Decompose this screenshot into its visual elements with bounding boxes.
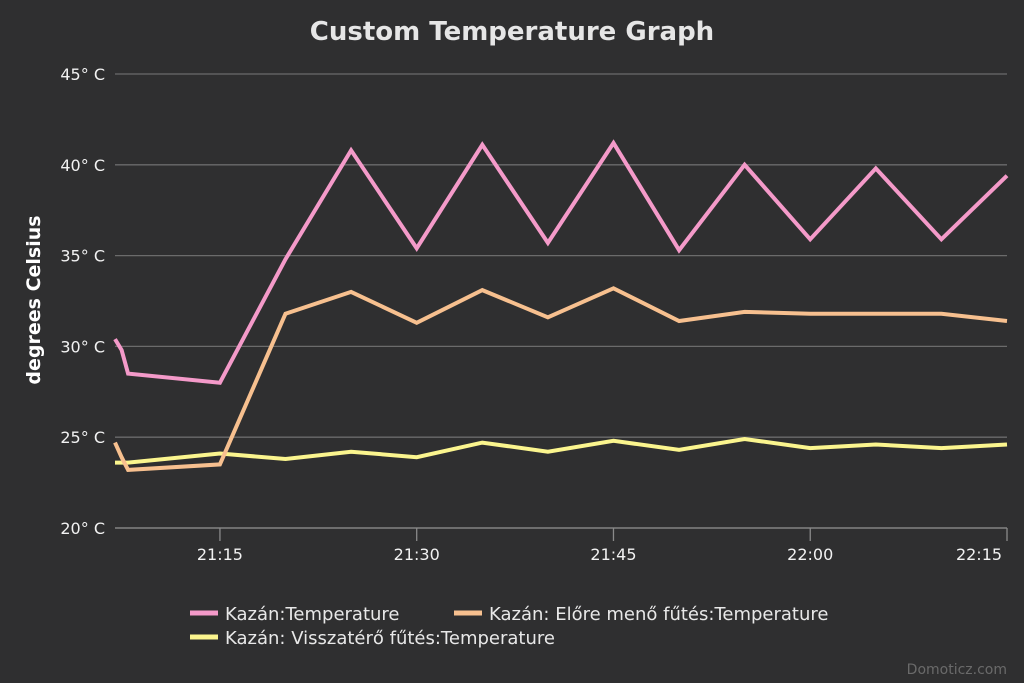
series-line[interactable] xyxy=(115,436,1008,465)
x-axis: 21:15 21:30 21:45 22:00 22:15 xyxy=(115,527,1008,564)
x-tick-label: 22:15 xyxy=(956,545,1002,564)
grid-lines xyxy=(115,73,1007,529)
x-tick-label: 22:00 xyxy=(787,545,833,564)
y-tick-label: 40° C xyxy=(60,156,105,175)
series-lines xyxy=(113,139,1009,472)
chart-title: Custom Temperature Graph xyxy=(310,17,714,47)
legend[interactable]: Kazán:Temperature Kazán: Előre menő fűtés… xyxy=(190,604,828,649)
legend-label: Kazán:Temperature xyxy=(225,604,400,625)
y-axis: 20° C 25° C 30° C 35° C 40° C 45° C xyxy=(60,65,105,538)
x-tick-label: 21:45 xyxy=(590,545,636,564)
legend-label: Kazán: Előre menő fűtés:Temperature xyxy=(489,604,828,625)
y-tick-label: 30° C xyxy=(60,337,105,356)
y-tick-label: 20° C xyxy=(60,519,105,538)
y-tick-label: 45° C xyxy=(60,65,105,84)
x-tick-label: 21:15 xyxy=(197,545,243,564)
legend-item[interactable]: Kazán: Előre menő fűtés:Temperature xyxy=(454,604,828,625)
legend-label: Kazán: Visszatérő fűtés:Temperature xyxy=(225,628,555,649)
series-line[interactable] xyxy=(113,139,1009,385)
legend-item[interactable]: Kazán: Visszatérő fűtés:Temperature xyxy=(190,628,555,649)
y-tick-label: 35° C xyxy=(60,247,105,266)
y-tick-label: 25° C xyxy=(60,428,105,447)
legend-item[interactable]: Kazán:Temperature xyxy=(190,604,400,625)
credits-link[interactable]: Domoticz.com xyxy=(907,662,1007,678)
y-axis-label: degrees Celsius xyxy=(23,215,45,384)
x-tick-label: 21:30 xyxy=(394,545,440,564)
series-line[interactable] xyxy=(113,286,1008,472)
